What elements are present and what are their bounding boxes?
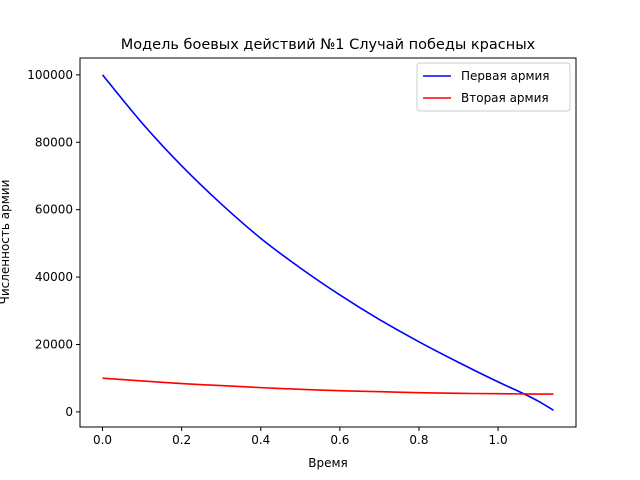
y-tick-label: 40000: [35, 270, 73, 284]
x-tick-label: 0.0: [93, 433, 112, 447]
y-tick-label: 100000: [27, 68, 73, 82]
x-tick-label: 0.2: [172, 433, 191, 447]
legend-label: Первая армия: [461, 69, 550, 83]
plot-frame: [79, 57, 577, 428]
legend-box: [416, 62, 571, 112]
y-axis-label: Численность армии: [0, 180, 12, 305]
y-tick-label: 80000: [35, 135, 73, 149]
series-line-2: [102, 377, 554, 395]
y-tick-label: 20000: [35, 337, 73, 351]
x-tick-label: 0.8: [409, 433, 428, 447]
chart-title: Модель боевых действий №1 Случай победы …: [121, 37, 536, 53]
x-tick-label: 1.0: [489, 433, 508, 447]
y-tick-label: 0: [65, 405, 73, 419]
x-tick-label: 0.4: [251, 433, 270, 447]
plot-area: [101, 74, 554, 411]
y-tick-label: 60000: [35, 203, 73, 217]
legend-label: Вторая армия: [461, 91, 549, 105]
x-axis: 0.0 0.2 0.4 0.6 0.8 1.0: [93, 427, 508, 447]
series-line-1: [101, 74, 554, 411]
y-axis: 0 20000 40000 60000 80000 100000: [27, 68, 80, 419]
x-axis-label: Время: [308, 456, 348, 470]
legend: Первая армия Вторая армия: [416, 62, 571, 112]
x-tick-label: 0.6: [330, 433, 349, 447]
